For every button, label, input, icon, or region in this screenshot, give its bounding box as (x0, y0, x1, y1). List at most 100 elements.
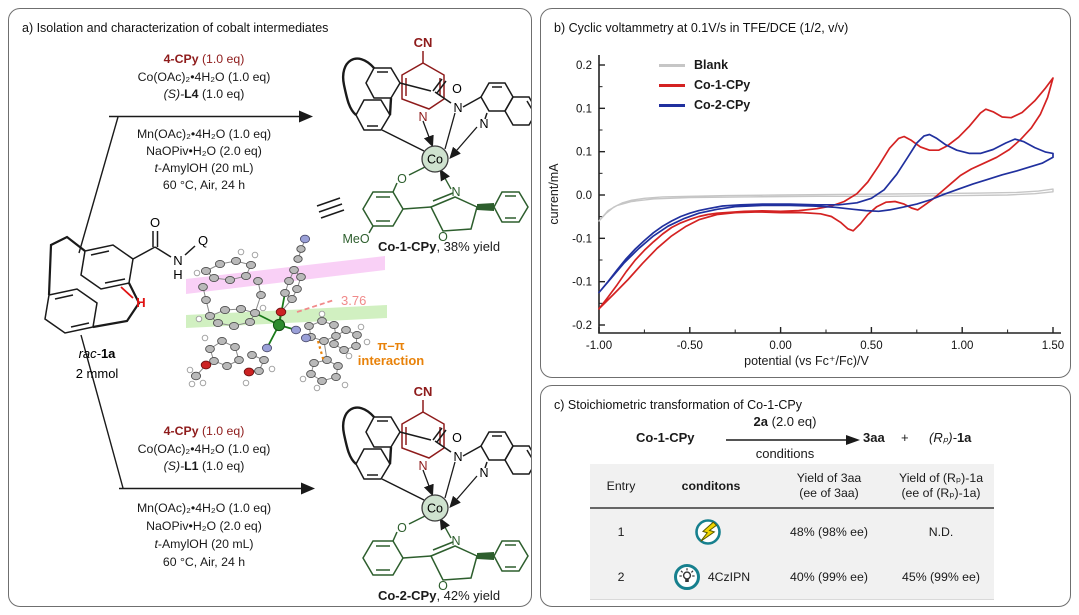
distance-dashes (296, 299, 335, 313)
header-yield-3aa: Yield of 3aa (ee of 3aa) (796, 471, 862, 500)
pi-pi-label-2: interaction (358, 353, 425, 368)
x-tick-label: 0.50 (860, 340, 882, 352)
nitrogen-atom (299, 234, 311, 244)
substrate-h-label: H (173, 267, 182, 282)
wedge-bond (477, 203, 494, 211)
cv-legend: Blank Co-1-CPy Co-2-CPy (659, 55, 750, 115)
y-tick-label: -0.2 (572, 320, 592, 332)
wedge-bond (477, 552, 494, 560)
x-tick-label: -1.00 (586, 340, 612, 352)
substrate-structure (44, 231, 196, 334)
cobalt-center (421, 145, 449, 173)
legend-item-co1: Co-1-CPy (659, 75, 750, 95)
amide-n-label: N (453, 450, 462, 464)
substrate-n-label: N (173, 253, 182, 268)
x-tick-label: -0.50 (677, 340, 703, 352)
scheme-reactant: Co-1-CPy (636, 430, 695, 445)
legend-swatch-co1 (659, 83, 685, 87)
substrate-amount: 2 mmol (76, 366, 119, 381)
conditions-bottom-below: Mn(OAc)₂•4H₂O (1.0 eq) NaOPiv•H₂O (2.0 e… (136, 501, 272, 569)
panel-b: b) Cyclic voltammetry at 0.1V/s in TFE/D… (540, 8, 1071, 378)
complex-co1-caption: Co-1-CPy, 38% yield (377, 239, 501, 254)
cv-curve-co-2-cpy (598, 133, 1054, 294)
cn-label: CN (414, 35, 433, 50)
panel-b-title: b) Cyclic voltammetry at 0.1V/s in TFE/D… (554, 21, 849, 35)
conditions-bottom-above: 4-CPy (1.0 eq) Co(OAc)₂•4H₂O (1.0 eq) (S… (137, 424, 271, 473)
scheme-above-arrow: 2a (2.0 eq) (753, 414, 817, 429)
oxazoline-o-label: O (438, 230, 448, 244)
panel-c: c) Stoichiometric transformation of Co-1… (540, 385, 1071, 607)
y-axis-label: current/mA (547, 163, 561, 225)
x-axis-label: potential (vs Fc⁺/Fc)/V (744, 354, 869, 368)
panel-c-title: c) Stoichiometric transformation of Co-1… (554, 398, 802, 412)
scheme-plus: + (901, 430, 909, 445)
complex-co2-structure: Co CN N O N N O N O (341, 384, 531, 593)
row1-yield-3aa: 48% (98% ee) (790, 524, 868, 539)
pi-pi-label-1: π–π (377, 338, 404, 353)
equivalence-icon (316, 197, 345, 219)
row2-yield-3aa: 40% (99% ee) (790, 569, 868, 584)
substrate-o-label: O (150, 215, 160, 230)
oxazoline-o-label: O (438, 579, 448, 593)
xray-structure: 3.76 π–π interaction (186, 234, 425, 392)
scheme-product-1: 3aa (863, 430, 885, 445)
green-plane (186, 305, 387, 328)
amide-n-label: N (453, 101, 462, 115)
oxygen-atom (275, 307, 287, 317)
pink-plane (186, 256, 385, 294)
cv-curve-co-1-cpy (598, 77, 1054, 310)
panel-a-title: a) Isolation and characterization of cob… (22, 21, 329, 35)
scheme-product-2: (Rₚ)-1a (929, 430, 972, 445)
phenolate-o-label: O (397, 172, 407, 186)
y-tick-label: -0.1 (572, 233, 592, 245)
distance-label: 3.76 (341, 293, 366, 308)
oxazoline-n-label: N (451, 534, 460, 548)
table-row: 1 48% (98% ee) N.D. (590, 509, 994, 554)
cobalt-center (421, 494, 449, 522)
header-conditions: conditons (681, 478, 741, 493)
row2-entry: 2 (617, 569, 625, 584)
phenolate-o-label: O (397, 521, 407, 535)
cn-label: CN (414, 384, 433, 399)
co-label: Co (427, 502, 443, 516)
header-yield-rp: Yield of (Rₚ)-1a (ee of (Rₚ)-1a) (898, 471, 984, 500)
row2-yield-rp: 45% (99% ee) (902, 569, 980, 584)
y-tick-label: 0.2 (576, 60, 592, 72)
legend-swatch-blank (659, 63, 685, 67)
legend-swatch-co2 (659, 103, 685, 107)
complex-co1-structure: Co CN N O N N O N O MeO (341, 35, 531, 246)
substrate-red-h-label: H (136, 295, 145, 310)
bulb-icon (673, 563, 700, 590)
x-tick-label: 1.50 (1042, 340, 1064, 352)
meo-label: MeO (342, 232, 369, 246)
panel-a-drawing: O N H Q H rac-1a 2 mmol (44, 35, 531, 593)
amide-o-label: O (452, 82, 462, 96)
lightning-icon (695, 518, 721, 545)
results-table: Entry conditons Yield of 3aa (ee of 3aa)… (590, 464, 994, 600)
cv-plot: 0.2 0.1 0.1 0.0 -0.1 -0.1 -0.2 -1.00 -0.50 0.00 0.… (572, 55, 1064, 352)
x-tick-label: 0.00 (769, 340, 791, 352)
cv-curve-blank (598, 188, 1054, 222)
x-tick-label: 1.00 (951, 340, 973, 352)
y-tick-label: 0.1 (576, 103, 592, 115)
quinoline-n-label: N (479, 117, 488, 131)
substrate-q-label: Q (198, 233, 208, 248)
scheme-below-arrow: conditions (755, 446, 815, 461)
amide-o-label: O (452, 431, 462, 445)
row1-entry: 1 (617, 524, 625, 539)
y-tick-label: -0.1 (572, 277, 592, 289)
y-tick-label: 0.0 (576, 190, 592, 202)
complex-co2-caption: Co-2-CPy, 42% yield (377, 588, 501, 603)
py-n-label: N (418, 459, 427, 473)
substrate-name: rac-1a (79, 346, 117, 361)
cobalt-atom (272, 318, 286, 332)
oxazoline-n-label: N (451, 185, 460, 199)
row1-yield-rp: N.D. (928, 524, 954, 539)
header-entry: Entry (606, 478, 636, 493)
table-header-row: Entry conditons Yield of 3aa (ee of 3aa)… (590, 464, 994, 509)
reaction-arrow-top (78, 110, 313, 254)
scheme-arrow (726, 435, 860, 445)
reaction-arrow-bottom (80, 334, 315, 495)
legend-item-blank: Blank (659, 55, 750, 75)
